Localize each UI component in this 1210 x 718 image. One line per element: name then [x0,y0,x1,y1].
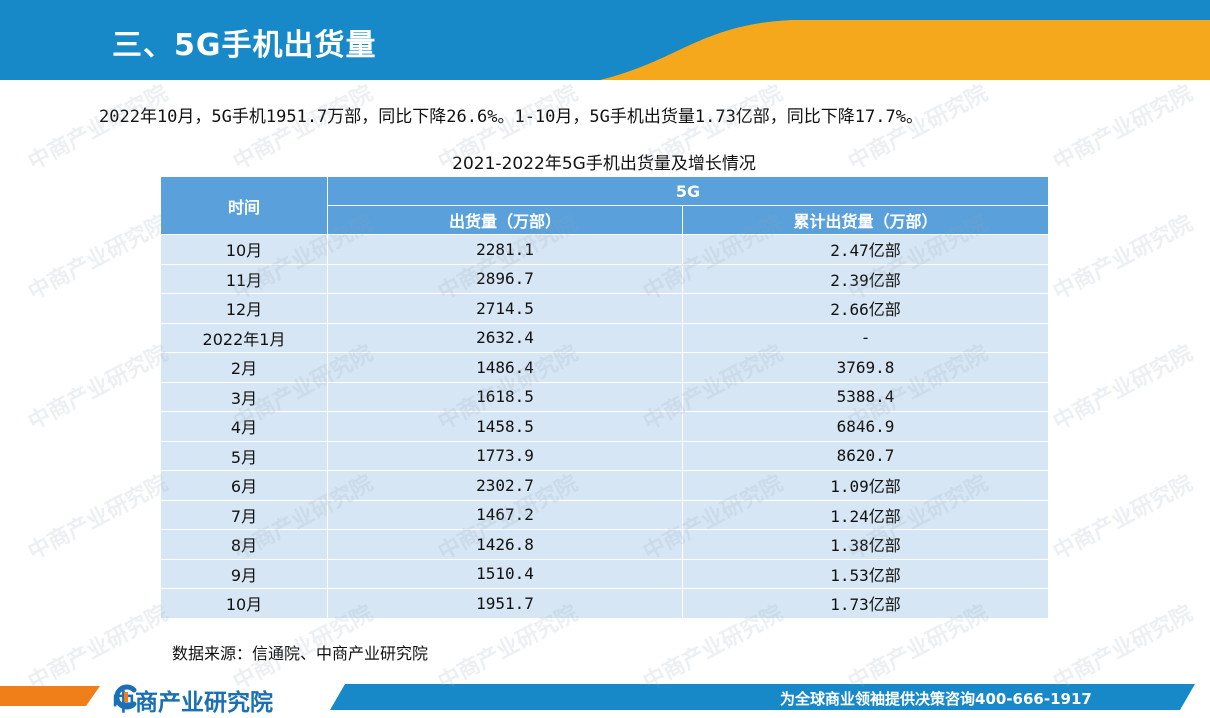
footer-decoration [0,684,1195,710]
cell-shipments: 1510.4 [327,558,683,589]
cell-cumulative: 5388.4 [681,381,1050,412]
cell-time: 4月 [160,411,328,442]
table-row: 10月 2281.1 2.47亿部 [160,234,1050,265]
cell-cumulative: 8620.7 [681,440,1050,471]
cell-shipments: 1486.4 [327,352,683,383]
table-row: 3月 1618.5 5388.4 [160,381,1050,412]
cell-time: 7月 [160,499,328,530]
cell-shipments: 2632.4 [327,322,683,353]
cell-time: 10月 [160,234,328,265]
watermark: 中商产业研究院 [1049,471,1198,566]
cell-cumulative: 2.66亿部 [681,293,1050,324]
table-row: 6月 2302.7 1.09亿部 [160,470,1050,501]
cell-time: 6月 [160,470,328,501]
header-decoration [0,0,1210,80]
cell-cumulative: 2.47亿部 [681,234,1050,265]
table-title: 2021-2022年5G手机出货量及增长情况 [452,154,756,174]
cell-time: 8月 [160,529,328,560]
cell-shipments: 1458.5 [327,411,683,442]
table-row: 5月 1773.9 8620.7 [160,440,1050,471]
table-row: 2月 1486.4 3769.8 [160,352,1050,383]
cell-time: 2022年1月 [160,322,328,353]
watermark: 中商产业研究院 [1049,211,1198,306]
watermark: 中商产业研究院 [1049,341,1198,436]
logo-icon [114,684,137,710]
cell-shipments: 1426.8 [327,529,683,560]
cell-shipments: 1773.9 [327,440,683,471]
table-row: 2022年1月 2632.4- [160,322,1050,353]
footer-slogan: 为全球商业领袖提供决策咨询400-666-1917 [780,690,1092,708]
header-time: 时间 [160,176,328,235]
table-row: 11月 2896.7 2.39亿部 [160,263,1050,294]
table-row: 12月 2714.5 2.66亿部 [160,293,1050,324]
table-row: 8月 1426.8 1.38亿部 [160,529,1050,560]
cell-time: 3月 [160,381,328,412]
watermark: 中商产业研究院 [1049,81,1198,176]
table-row: 7月 1467.2 1.24亿部 [160,499,1050,530]
cell-time: 2月 [160,352,328,383]
cell-time: 12月 [160,293,328,324]
table-row: 4月 1458.5 6846.9 [160,411,1050,442]
cell-time: 9月 [160,558,328,589]
cell-time: 5月 [160,440,328,471]
cell-shipments: 1618.5 [327,381,683,412]
cell-cumulative: 1.24亿部 [681,499,1050,530]
table-row: 10月 1951.7 1.73亿部 [160,588,1050,619]
cell-cumulative: 1.53亿部 [681,558,1050,589]
cell-cumulative: 3769.8 [681,352,1050,383]
data-source: 数据来源：信通院、中商产业研究院 [172,644,429,663]
cell-shipments: 2714.5 [327,293,683,324]
header-cumulative: 累计出货量（万部） [681,205,1050,235]
cell-time: 11月 [160,263,328,294]
cell-shipments: 1467.2 [327,499,683,530]
cell-cumulative: - [681,322,1050,353]
watermark: 中商产业研究院 [24,211,173,306]
header-banner: 三、5G手机出货量 [0,0,1210,80]
table-body: 10月 2281.1 2.47亿部 11月 2896.7 2.39亿部 12月 2714.5 2… [160,234,1050,619]
watermark: 中商产业研究院 [24,471,173,566]
table-row: 9月 1510.4 1.53亿部 [160,558,1050,589]
footer-bar: 中商产业研究院 为全球商业领袖提供决策咨询400-666-1917 [0,680,1210,718]
shipment-table: 时间 5G 出货量（万部） 累计出货量（万部） 10月 2281.1 2.47亿部 1… [160,176,1050,619]
cell-shipments: 1951.7 [327,588,683,619]
cell-cumulative: 1.73亿部 [681,588,1050,619]
watermark: 中商产业研究院 [24,341,173,436]
cell-shipments: 2281.1 [327,234,683,265]
cell-cumulative: 6846.9 [681,411,1050,442]
logo-text: 中商产业研究院 [112,690,273,716]
cell-cumulative: 1.09亿部 [681,470,1050,501]
cell-cumulative: 2.39亿部 [681,263,1050,294]
cell-shipments: 2302.7 [327,470,683,501]
cell-cumulative: 1.38亿部 [681,529,1050,560]
company-logo: 中商产业研究院 [112,683,273,717]
summary-text: 2022年10月，5G手机1951.7万部，同比下降26.6%。1-10月，5G… [99,107,923,127]
page-title: 三、5G手机出货量 [112,28,377,63]
header-shipments: 出货量（万部） [327,205,683,235]
header-5g: 5G [326,176,1050,206]
cell-shipments: 2896.7 [327,263,683,294]
cell-time: 10月 [160,588,328,619]
